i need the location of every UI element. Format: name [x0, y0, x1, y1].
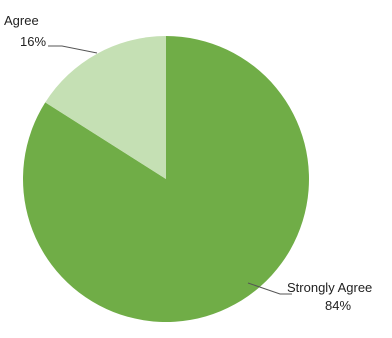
pie-slice-agree: [45, 36, 167, 179]
slice-label-strongly-agree: Strongly Agree 84%: [247, 280, 372, 313]
label-strongly-agree: Strongly Agree: [287, 280, 372, 295]
label-agree: Agree: [4, 13, 39, 28]
value-agree: 16%: [20, 34, 46, 49]
pie-slices: [23, 36, 310, 322]
pie-slice-strongly-agree: [23, 36, 310, 322]
leader-line-strongly-agree: [247, 282, 292, 295]
slice-label-agree: Agree 16%: [4, 13, 98, 54]
value-strongly-agree: 84%: [325, 298, 351, 313]
leader-line-agree: [48, 45, 98, 54]
